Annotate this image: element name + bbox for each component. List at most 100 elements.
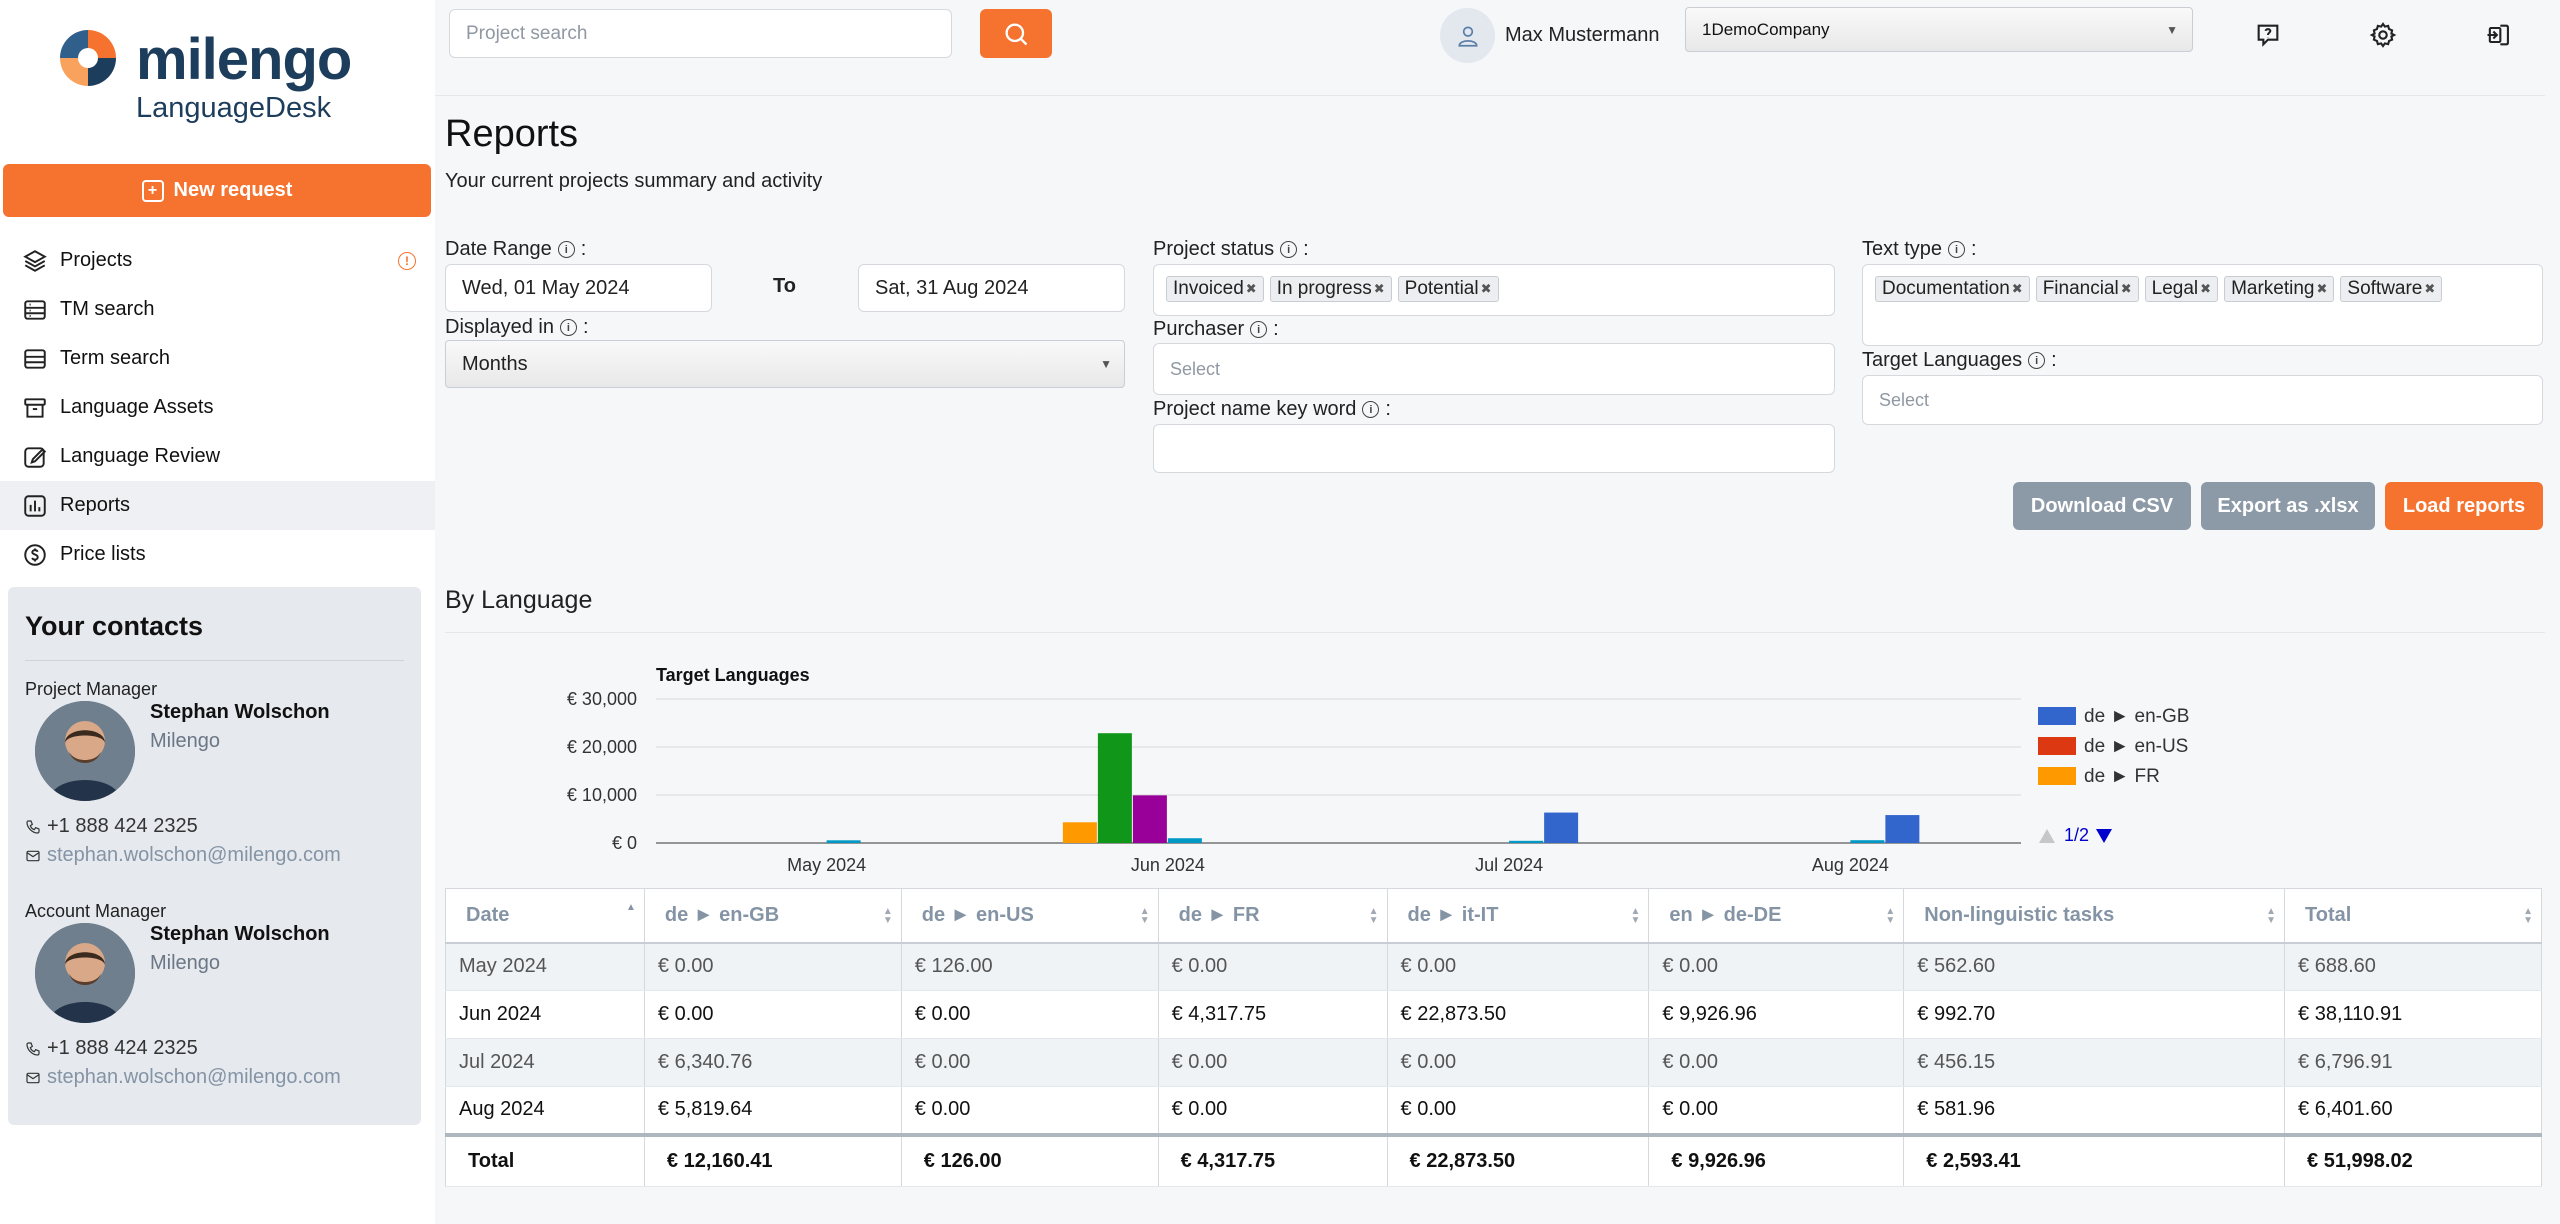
column-header-label: de ► FR: [1178, 903, 1260, 926]
column-header[interactable]: de ► en-GB ▲ ▼: [644, 888, 902, 944]
logo[interactable]: milengo LanguageDesk: [56, 26, 356, 126]
column-header[interactable]: de ► en-US ▲ ▼: [901, 888, 1159, 944]
table-cell: € 0.00: [644, 942, 902, 991]
project-keyword-label-text: Project name key word: [1153, 398, 1357, 420]
sidebar-item-projects[interactable]: Projects !: [0, 236, 435, 285]
help-button[interactable]: [2253, 20, 2283, 50]
y-tick-label: € 20,000: [567, 737, 637, 757]
settings-button[interactable]: [2368, 20, 2398, 50]
close-icon[interactable]: ✖: [2011, 281, 2023, 296]
price-icon: [24, 543, 46, 566]
target-languages-select[interactable]: Select: [1862, 375, 2543, 425]
close-icon[interactable]: ✖: [1245, 281, 1257, 296]
date-from-input[interactable]: Wed, 01 May 2024: [445, 264, 712, 312]
status-tag: Potential ✖: [1397, 276, 1499, 302]
displayed-in-label: Displayed in i :: [445, 316, 589, 339]
export-xlsx-button[interactable]: Export as .xlsx: [2201, 482, 2375, 530]
tag-label: Invoiced: [1173, 278, 1244, 299]
person-photo-icon: [35, 923, 135, 1023]
close-icon[interactable]: ✖: [2200, 281, 2212, 296]
table-cell: € 0.00: [901, 990, 1159, 1039]
project-status-input[interactable]: Invoiced ✖ In progress ✖ Potential ✖: [1153, 264, 1835, 316]
company-select[interactable]: 1DemoCompany ▼: [1685, 7, 2193, 52]
user-name: Max Mustermann: [1505, 24, 1660, 46]
text-type-input[interactable]: Documentation ✖ Financial ✖ Legal ✖ Marketi…: [1862, 264, 2543, 346]
table-cell: € 992.70: [1903, 990, 2286, 1039]
close-icon[interactable]: ✖: [1373, 281, 1385, 296]
logout-button[interactable]: [2483, 20, 2513, 50]
contact-card-project-manager: Project Manager Stephan Wolschon Milengo…: [25, 679, 404, 901]
contact-name: Stephan Wolschon: [150, 701, 330, 723]
column-header[interactable]: Non-linguistic tasks ▲ ▼: [1903, 888, 2286, 944]
project-keyword-input[interactable]: [1153, 424, 1835, 473]
bar: [1885, 815, 1920, 843]
download-csv-button[interactable]: Download CSV: [2013, 482, 2191, 530]
column-header[interactable]: de ► FR ▲ ▼: [1158, 888, 1388, 944]
divider: [445, 632, 2545, 633]
load-reports-button[interactable]: Load reports: [2385, 482, 2543, 530]
total-cell: € 4,317.75: [1158, 1132, 1388, 1187]
displayed-in-select[interactable]: Months ▼: [445, 340, 1125, 388]
table-cell: € 0.00: [1648, 942, 1905, 991]
table-cell: € 4,317.75: [1158, 990, 1388, 1039]
info-icon[interactable]: i: [1250, 321, 1268, 338]
table-cell: € 0.00: [1158, 942, 1388, 991]
column-header[interactable]: en ► de-DE ▲ ▼: [1648, 888, 1905, 944]
purchaser-select[interactable]: Select: [1153, 343, 1835, 395]
tm-search-icon: [24, 299, 46, 320]
close-icon[interactable]: ✖: [2424, 281, 2436, 296]
report-table: Date ▲ de ► en-GB ▲ ▼ de ► en-US ▲ ▼ de ► FR ▲ ▼ de…: [445, 888, 2542, 1187]
user-avatar: [1440, 8, 1495, 63]
new-request-button[interactable]: + New request: [3, 164, 431, 217]
sidebar-item-label: TM search: [60, 298, 155, 320]
chevron-down-icon: ▼: [2166, 22, 2178, 37]
contact-phone[interactable]: +1 888 424 2325: [25, 1037, 198, 1060]
table-header-row: Date ▲ de ► en-GB ▲ ▼ de ► en-US ▲ ▼ de ► FR ▲ ▼ de…: [445, 888, 2542, 944]
project-search-input[interactable]: [449, 9, 952, 58]
column-header[interactable]: Date ▲: [445, 888, 645, 944]
info-icon[interactable]: i: [1362, 401, 1380, 418]
search-button[interactable]: [980, 9, 1052, 58]
info-icon[interactable]: i: [559, 319, 577, 336]
project-status-label: Project status i :: [1153, 238, 1309, 261]
contacts-panel: Your contacts Project Manager Stephan Wo…: [8, 587, 421, 1125]
info-icon[interactable]: i: [557, 241, 575, 258]
sidebar-item-term-search[interactable]: Term search: [0, 334, 435, 383]
sidebar-item-price-lists[interactable]: Price lists: [0, 530, 435, 579]
column-header[interactable]: de ► it-IT ▲ ▼: [1387, 888, 1650, 944]
table-cell: € 0.00: [1387, 1038, 1650, 1087]
tag-label: Financial: [2042, 278, 2119, 299]
sidebar-item-language-assets[interactable]: Language Assets: [0, 383, 435, 432]
close-icon[interactable]: ✖: [2120, 281, 2132, 296]
bar: [1062, 822, 1097, 843]
column-header[interactable]: Total ▲ ▼: [2284, 888, 2542, 944]
colon: :: [2051, 349, 2057, 371]
close-icon[interactable]: ✖: [2316, 281, 2328, 296]
sidebar-nav: Projects ! TM search Term search Languag…: [0, 236, 435, 579]
contact-email[interactable]: stephan.wolschon@milengo.com: [25, 844, 341, 867]
text-type-tag: Documentation ✖: [1875, 276, 2030, 302]
sidebar-item-tm-search[interactable]: TM search: [0, 285, 435, 334]
contact-email[interactable]: stephan.wolschon@milengo.com: [25, 1066, 341, 1089]
tag-label: Marketing: [2231, 278, 2315, 299]
info-icon[interactable]: i: [1948, 241, 1966, 258]
sidebar: milengo LanguageDesk + New request Proje…: [0, 0, 435, 1224]
contact-phone[interactable]: +1 888 424 2325: [25, 815, 198, 838]
info-icon[interactable]: i: [1280, 241, 1298, 258]
user-menu[interactable]: Max Mustermann: [1440, 8, 1660, 63]
text-type-tag: Marketing ✖: [2224, 276, 2335, 302]
y-tick-label: € 30,000: [567, 689, 637, 709]
tag-label: Legal: [2151, 278, 2199, 299]
purchaser-label-text: Purchaser: [1153, 318, 1245, 340]
close-icon[interactable]: ✖: [1480, 281, 1492, 296]
sidebar-item-reports[interactable]: Reports: [0, 481, 435, 530]
sidebar-item-language-review[interactable]: Language Review: [0, 432, 435, 481]
phone-icon: [26, 1041, 40, 1056]
legend-swatch: [2038, 737, 2076, 755]
column-header-label: Date: [466, 903, 510, 926]
sidebar-item-label: Reports: [60, 494, 131, 516]
sort-icon: ▲ ▼: [1139, 906, 1150, 926]
archive-icon: [24, 397, 46, 418]
date-to-input[interactable]: Sat, 31 Aug 2024: [858, 264, 1125, 312]
info-icon[interactable]: i: [2028, 352, 2046, 369]
